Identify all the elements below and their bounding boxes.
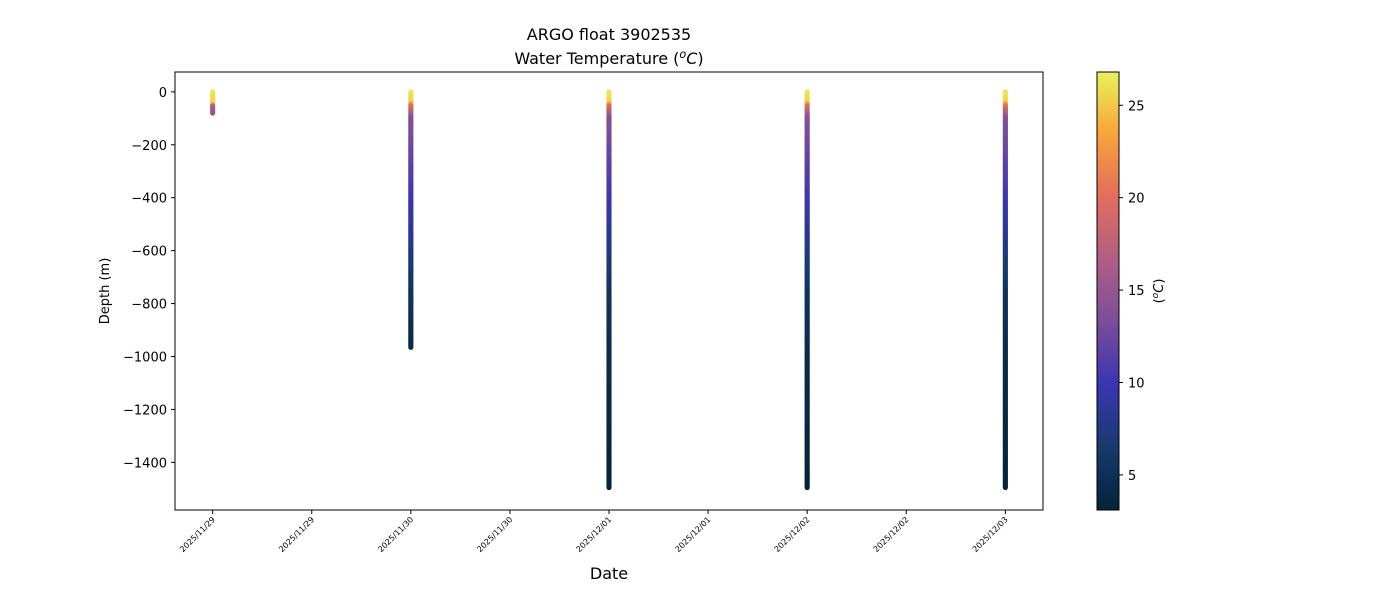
x-axis-label: Date bbox=[590, 564, 628, 583]
colorbar-gradient bbox=[1096, 71, 1120, 511]
x-tick-label: 2025/12/02 bbox=[773, 515, 812, 554]
y-tick-label: −200 bbox=[131, 139, 167, 154]
profile-2025/11/29 bbox=[210, 89, 216, 116]
x-tick-label: 2025/11/29 bbox=[178, 515, 217, 554]
colorbar-tick-label: 5 bbox=[1128, 469, 1136, 484]
y-tick-label: −1200 bbox=[123, 403, 167, 418]
data-point bbox=[804, 484, 810, 491]
x-tick-label: 2025/12/03 bbox=[971, 515, 1010, 554]
y-tick-label: −400 bbox=[131, 192, 167, 207]
y-tick-label: −1400 bbox=[123, 456, 167, 471]
profile-2025/12/01 bbox=[606, 89, 612, 491]
y-axis: 0 −200 −400 −600 −800 −1000 −1200 −1400 bbox=[123, 86, 175, 471]
colorbar-tick-label: 20 bbox=[1128, 192, 1145, 207]
colorbar-label: (oC) bbox=[1151, 279, 1167, 304]
y-tick-label: −1000 bbox=[123, 351, 167, 366]
profile-2025/12/03 bbox=[1002, 89, 1008, 491]
colorbar-ticks: 5 10 15 20 25 bbox=[1119, 99, 1145, 484]
data-point bbox=[408, 344, 414, 350]
y-tick-label: −600 bbox=[131, 245, 167, 260]
x-tick-label: 2025/12/02 bbox=[872, 515, 911, 554]
data-point bbox=[1002, 484, 1008, 491]
x-tick-label: 2025/11/30 bbox=[376, 515, 415, 554]
colorbar: 5 10 15 20 25 (oC) bbox=[1096, 71, 1167, 511]
plot-area bbox=[210, 89, 1008, 491]
x-tick-label: 2025/11/29 bbox=[277, 515, 316, 554]
x-tick-label: 2025/12/01 bbox=[674, 515, 713, 554]
x-axis: 2025/11/29 2025/11/29 2025/11/30 2025/11/30… bbox=[178, 510, 1010, 554]
y-tick-label: 0 bbox=[159, 86, 167, 101]
colorbar-tick-label: 15 bbox=[1128, 284, 1145, 299]
colorbar-tick-label: 25 bbox=[1128, 99, 1145, 114]
chart-subtitle: Water Temperature (oC) bbox=[514, 48, 703, 69]
y-tick-label: −800 bbox=[131, 298, 167, 313]
x-tick-label: 2025/12/01 bbox=[574, 515, 613, 554]
x-tick-label: 2025/11/30 bbox=[475, 515, 514, 554]
data-point bbox=[606, 484, 612, 491]
subtitle-unit: oC bbox=[679, 48, 698, 69]
data-point bbox=[210, 110, 216, 116]
profile-2025/12/02 bbox=[804, 89, 810, 491]
colorbar-tick-label: 10 bbox=[1128, 376, 1145, 391]
profile-2025/11/30 bbox=[408, 89, 414, 350]
chart-title: ARGO float 3902535 bbox=[527, 25, 691, 44]
y-axis-label: Depth (m) bbox=[98, 258, 113, 325]
